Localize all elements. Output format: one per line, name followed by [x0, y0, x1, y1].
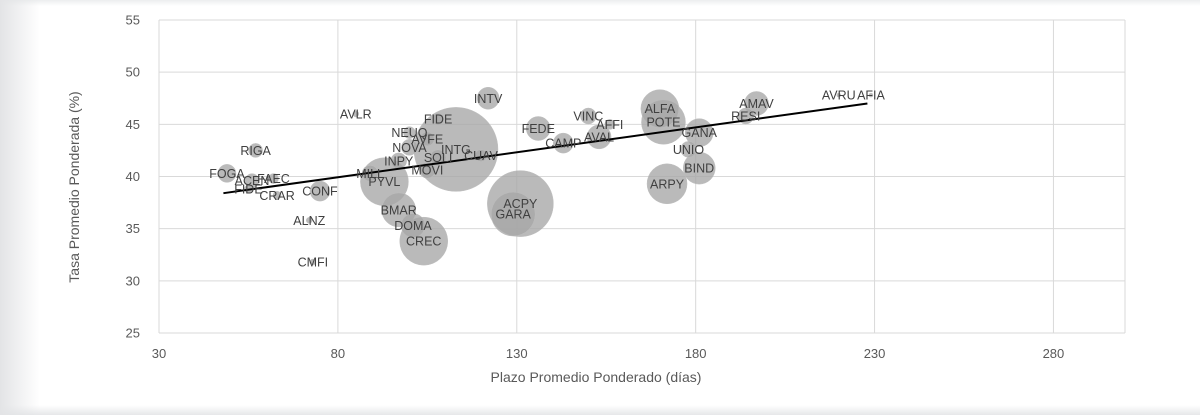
point-label: AVFE: [411, 132, 443, 146]
point-label: MILL: [356, 167, 384, 181]
point-label: INPY: [384, 154, 414, 168]
point-label: CMFI: [298, 256, 329, 270]
point-label: ACPY: [503, 197, 538, 211]
point-label: RESI: [731, 109, 760, 123]
bubble-camp: [553, 132, 574, 154]
bubble-afia: [868, 92, 874, 98]
bubble-crar: [272, 191, 282, 200]
point-label: FOGA: [209, 167, 245, 181]
bubbles: [217, 87, 874, 266]
bubble-doma: [400, 213, 426, 238]
point-label: CRAR: [259, 189, 294, 203]
point-label: PYVL: [368, 175, 400, 189]
point-label: ACEN: [235, 174, 270, 188]
x-axis-title: Plazo Promedio Ponderado (días): [491, 369, 702, 385]
bubble-bind: [682, 151, 716, 185]
point-label: DOMA: [394, 219, 432, 233]
point-label: ALNZ: [293, 214, 325, 228]
y-tick-label: 35: [126, 221, 140, 236]
point-label: MOVI: [411, 164, 443, 178]
gridlines: [158, 19, 1126, 334]
x-tick-labels: 30 80 130 180 230 280: [152, 346, 1065, 361]
bubble-nova: [401, 139, 418, 156]
point-label: FIDE: [234, 183, 262, 197]
x-tick-label: 130: [506, 346, 528, 361]
bubble-fede: [525, 116, 551, 141]
bubble-conf: [309, 180, 331, 202]
point-label: ALFA: [645, 102, 676, 116]
point-label: FIDE: [424, 113, 452, 127]
point-label: AVLR: [340, 107, 372, 121]
point-label: INTV: [474, 92, 503, 106]
y-tick-label: 55: [126, 13, 140, 28]
y-tick-label: 50: [126, 65, 140, 80]
point-label: UNIO: [673, 143, 705, 157]
trendline-group: [223, 102, 868, 195]
x-tick-label: 30: [152, 346, 166, 361]
y-tick-label: 40: [126, 169, 140, 184]
bubble-unio: [680, 141, 697, 158]
point-label: NOVA: [392, 141, 427, 155]
bubble-faec: [268, 173, 279, 184]
point-label: CREC: [406, 235, 441, 249]
point-label: AFFI: [596, 118, 623, 132]
x-tick-label: 180: [685, 346, 707, 361]
point-label: GARA: [495, 208, 531, 222]
bubble-vinc: [580, 107, 597, 125]
x-tick-label: 80: [331, 346, 345, 361]
bubble-alfa: [640, 89, 680, 128]
point-label: AVAL: [584, 130, 614, 144]
x-tick-label: 230: [864, 346, 886, 361]
bubble-affi: [604, 119, 616, 130]
point-label: FEDE: [522, 122, 555, 136]
point-label: GANA: [682, 126, 718, 140]
bubble-avlr: [352, 110, 360, 118]
bubble-arpy: [646, 163, 688, 205]
y-tick-labels: 25 30 35 40 45 50 55: [126, 13, 140, 341]
point-label: BMAR: [381, 203, 417, 217]
point-label: RIGA: [240, 144, 271, 158]
x-tick-label: 280: [1043, 346, 1065, 361]
point-label: NEUQ: [391, 126, 427, 140]
photo-edge-shadow: [0, 0, 40, 415]
point-label: VINC: [573, 109, 603, 123]
point-label: INTG: [441, 143, 471, 157]
trendline: [223, 102, 868, 195]
point-label: SOLI: [424, 151, 453, 165]
bubble-fide: [431, 112, 445, 126]
bubble-neuq: [403, 126, 416, 139]
point-label: ARPY: [650, 177, 685, 191]
point-label: AMAV: [739, 97, 774, 111]
point-label: BIND: [684, 162, 714, 176]
point-label: CONF: [302, 185, 338, 199]
y-tick-label: 45: [126, 117, 140, 132]
bubble-aval: [586, 124, 612, 150]
point-label: POTE: [646, 116, 680, 130]
bubble-foga: [217, 164, 237, 183]
bubble-avfe: [420, 131, 435, 147]
point-label: CUAV: [464, 149, 498, 163]
point-label: AVRU: [822, 89, 856, 103]
bubble-cmfi: [309, 258, 317, 266]
point-label: AFIA: [857, 89, 885, 103]
point-label: FAEC: [257, 172, 290, 186]
point-label: CAMP: [545, 137, 581, 151]
y-axis-title: Tasa Promedio Ponderada (%): [66, 91, 82, 282]
y-tick-label: 25: [126, 326, 140, 341]
bubble-intv: [476, 87, 500, 110]
y-tick-label: 30: [126, 273, 140, 288]
bubble-riga: [248, 143, 263, 158]
bubble-gara: [490, 191, 536, 237]
bubble-alnz: [306, 217, 313, 224]
bubble-avru: [836, 92, 842, 98]
